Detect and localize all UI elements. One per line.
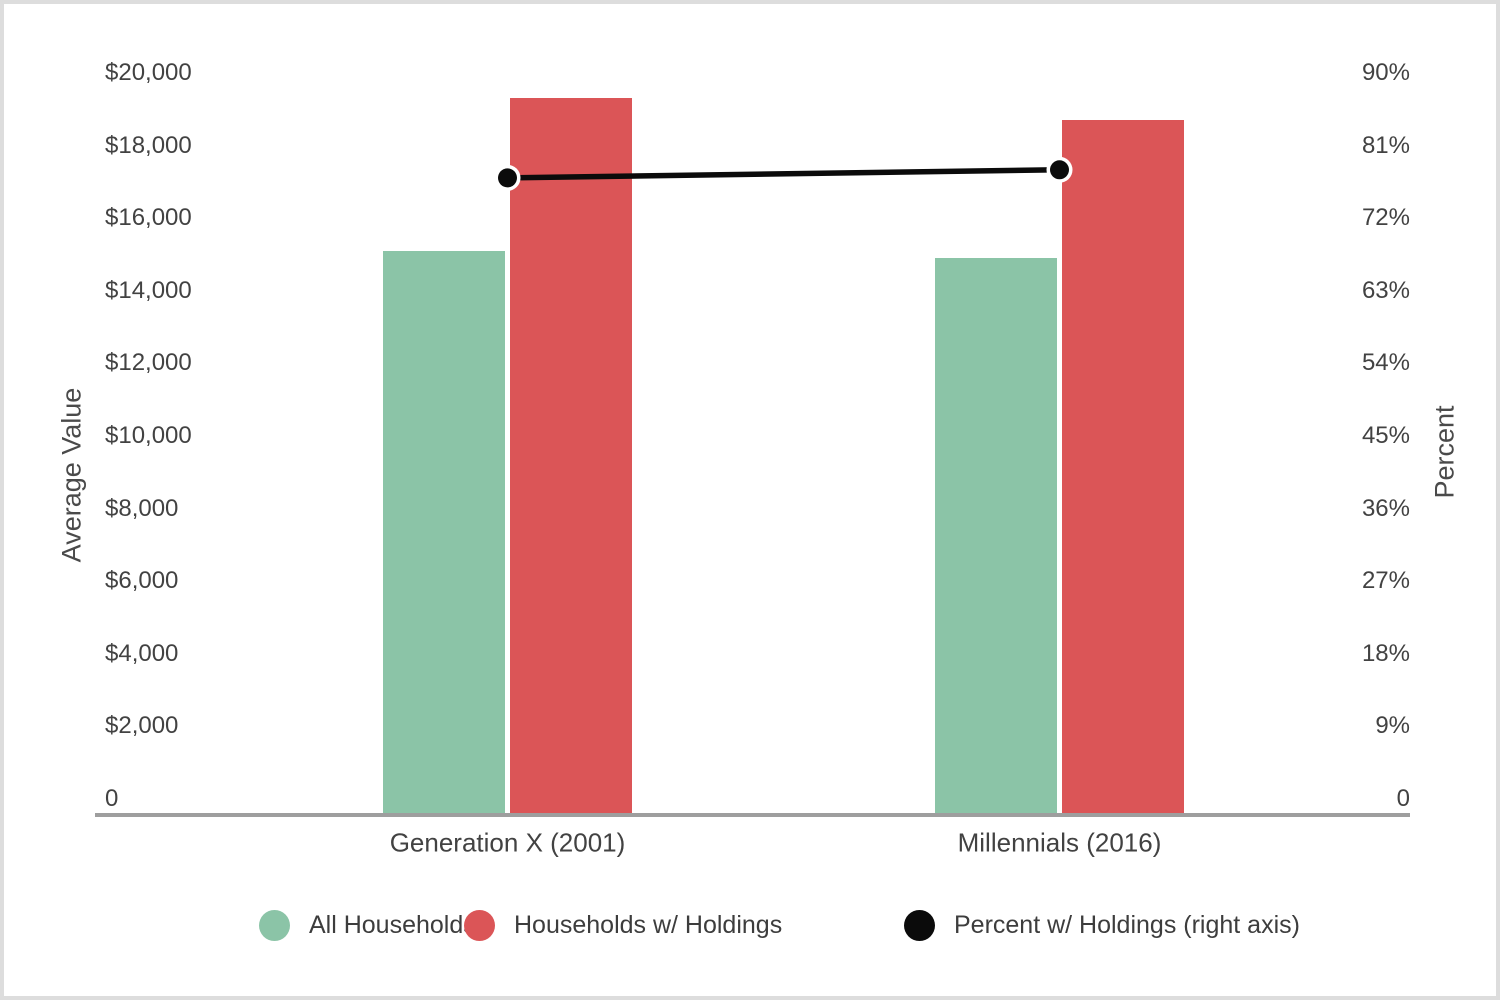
legend-swatch-icon	[464, 909, 495, 941]
legend-label: All Households	[309, 910, 476, 939]
legend-item-all-households[interactable]: All Households	[259, 907, 476, 943]
percent-dot[interactable]	[498, 168, 517, 188]
right-axis-tick-label: 45%	[1361, 422, 1410, 449]
left-axis-tick-label: $14,000	[105, 276, 192, 304]
left-axis-tick-label: $20,000	[105, 59, 192, 86]
right-axis-tick-label: 54%	[1361, 349, 1410, 377]
right-axis-tick-label: 63%	[1361, 276, 1410, 304]
percent-dot[interactable]	[1050, 160, 1069, 180]
bar-households-w-holdings-1[interactable]	[1062, 120, 1184, 813]
left-axis-tick-label: $10,000	[105, 422, 192, 449]
left-axis-tick-label: $18,000	[105, 131, 192, 159]
legend-swatch-icon	[904, 909, 935, 941]
right-axis-tick-label: 90%	[1361, 59, 1410, 86]
legend-label: Households w/ Holdings	[514, 910, 783, 939]
right-axis-tick-label: 27%	[1361, 567, 1410, 595]
bar-all-households-0[interactable]	[383, 250, 505, 813]
legend-item-households-w-holdings[interactable]: Households w/ Holdings	[464, 907, 782, 943]
percent-line	[507, 167, 1060, 181]
category-label: Generation X (2001)	[389, 827, 626, 858]
right-axis-tick-label: 36%	[1361, 494, 1410, 522]
bar-households-w-holdings-0[interactable]	[510, 98, 632, 813]
left-axis-tick-label: 0	[105, 785, 119, 812]
bar-all-households-1[interactable]	[935, 258, 1057, 813]
left-axis-tick-label: $12,000	[105, 349, 192, 377]
legend-item-percent-w-holdings-right-axis[interactable]: Percent w/ Holdings (right axis)	[904, 907, 1300, 943]
left-axis-tick-label: $16,000	[105, 204, 192, 232]
legend-label: Percent w/ Holdings (right axis)	[954, 910, 1300, 939]
left-axis-tick-label: $6,000	[105, 567, 179, 595]
left-axis-tick-label: $8,000	[105, 494, 179, 522]
left-axis-tick-label: $2,000	[105, 712, 179, 740]
right-axis-tick-label: 81%	[1361, 131, 1410, 159]
right-axis-tick-label: 18%	[1361, 639, 1410, 667]
right-axis-tick-label: 72%	[1361, 204, 1410, 232]
left-axis-tick-label: $4,000	[105, 639, 179, 667]
x-axis-line	[95, 813, 1410, 817]
right-axis-tick-label: 0	[1396, 785, 1410, 812]
category-label: Millennials (2016)	[957, 827, 1162, 858]
right-axis-tick-label: 9%	[1375, 712, 1410, 740]
legend-swatch-icon	[259, 909, 290, 941]
